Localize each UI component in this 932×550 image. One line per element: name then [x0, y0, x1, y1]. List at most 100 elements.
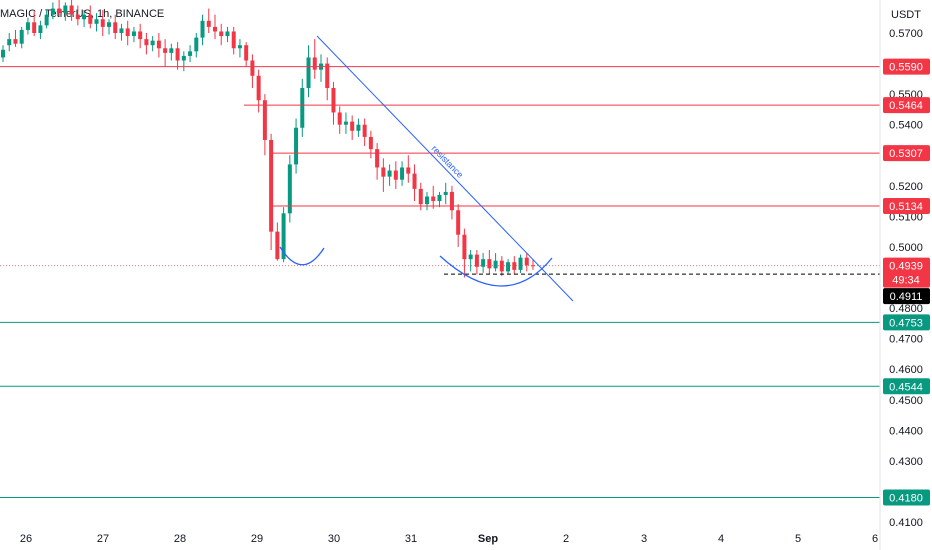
candle-body [387, 170, 392, 177]
candle-body [175, 48, 180, 61]
candle-body [412, 173, 417, 189]
resistance-price-badge-bg [883, 145, 930, 162]
price-tick: 0.4400 [889, 425, 923, 437]
price-tick: 0.5200 [889, 181, 923, 193]
candle-body [449, 191, 454, 211]
price-tick: 0.4100 [889, 517, 923, 529]
candle-body [418, 188, 423, 205]
candle-body [231, 31, 236, 49]
bottom-arc-left [279, 246, 325, 266]
candle-body [294, 127, 299, 165]
support-price-badge-bg [883, 489, 930, 506]
candle-body [512, 262, 517, 270]
time-tick: 2 [563, 533, 569, 545]
candle-body [269, 139, 274, 232]
current-price-badge-bg [883, 257, 930, 288]
candle-body [337, 112, 342, 125]
price-tick: 0.5100 [889, 211, 923, 223]
candle-body [107, 22, 111, 27]
price-tick: 0.5400 [889, 120, 923, 132]
price-tick: 0.4500 [889, 395, 923, 407]
candle-body [169, 48, 174, 53]
resistance-price-badge: 0.5590 [889, 62, 923, 74]
candle-body [493, 260, 498, 269]
candles-layer [1, 0, 535, 278]
countdown-label: 49:34 [892, 275, 920, 287]
candle-body [19, 29, 24, 44]
time-tick: 31 [405, 533, 417, 545]
resistance-price-badge-bg [883, 97, 930, 114]
candle-body [38, 25, 43, 33]
support-price-badge: 0.4544 [889, 381, 923, 393]
candle-body [400, 167, 405, 180]
candle-body [163, 48, 168, 53]
candle-body [300, 88, 305, 128]
candle-body [32, 22, 37, 33]
candle-body [456, 210, 461, 235]
candle-body [250, 60, 255, 76]
candle-body [468, 254, 473, 260]
candle-body [200, 20, 205, 38]
candle-body [63, 5, 68, 14]
candle-body [75, 14, 80, 20]
candle-body [125, 28, 130, 37]
candle-body [506, 262, 511, 272]
candle-body [57, 8, 62, 14]
trendline-label: resistance [430, 143, 466, 179]
candle-body [281, 213, 286, 260]
candle-body [275, 231, 280, 260]
levels-layer [0, 66, 880, 499]
candle-body [188, 51, 193, 56]
resistance-price-badge: 0.5134 [889, 201, 923, 213]
candle-body [306, 57, 311, 89]
candle-body [474, 254, 479, 267]
candle-body [262, 100, 267, 140]
candle-body [350, 121, 355, 131]
candle-body [368, 136, 373, 150]
candle-body [331, 88, 336, 113]
candle-body [431, 196, 436, 202]
candle-body [100, 19, 105, 27]
candle-body [518, 257, 523, 270]
dashed-level-badge-bg [883, 288, 930, 305]
candle-body [437, 194, 442, 202]
candle-body [362, 124, 367, 137]
candle-body [325, 63, 330, 89]
time-tick: 27 [97, 533, 109, 545]
bottom-arc-right [439, 255, 553, 287]
price-axis: 0.57000.55000.54000.52000.51000.50000.48… [879, 0, 930, 550]
candle-body [50, 8, 55, 15]
candle-body [82, 14, 87, 20]
price-tick: 0.4300 [889, 456, 923, 468]
candle-body [131, 31, 136, 37]
time-tick: 4 [718, 533, 724, 545]
candle-body [375, 149, 380, 168]
candle-body [44, 14, 49, 26]
candle-body [156, 40, 161, 49]
dashed-level-badge: 0.4911 [890, 291, 923, 303]
current-price-badge: 0.4939 [889, 261, 923, 273]
candle-body [225, 31, 230, 37]
support-price-badge: 0.4753 [889, 317, 923, 329]
price-tick: 0.4600 [889, 364, 923, 376]
candle-body [94, 19, 99, 24]
candle-body [150, 40, 155, 46]
price-tick: 0.5000 [889, 242, 923, 254]
candle-body [256, 75, 261, 101]
time-tick: 28 [174, 533, 186, 545]
support-price-badge-bg [883, 378, 930, 395]
resistance-price-badge: 0.5464 [889, 100, 923, 112]
candle-body [25, 22, 30, 30]
time-tick: 29 [251, 533, 263, 545]
candle-body [462, 234, 467, 260]
candle-body [425, 196, 429, 205]
currency-label: USDT [891, 9, 921, 21]
support-price-badge: 0.4180 [889, 493, 923, 505]
time-tick: 3 [641, 533, 647, 545]
candle-body [381, 167, 386, 177]
time-tick: Sep [478, 533, 498, 545]
candle-body [481, 259, 486, 267]
candle-body [524, 257, 529, 266]
candle-body [138, 31, 143, 40]
